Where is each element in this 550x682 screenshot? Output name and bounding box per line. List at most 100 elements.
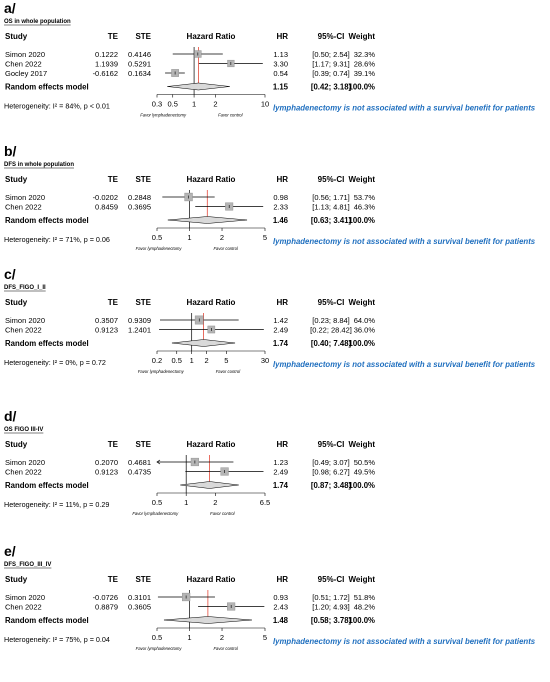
col-header-study: Study <box>5 575 28 584</box>
col-header-hazard-ratio: Hazard Ratio <box>187 298 236 307</box>
x-tick-label: 2 <box>220 633 224 642</box>
favor-right-label: Favor control <box>218 113 244 118</box>
study-ci: [0.98; 6.27] <box>312 468 350 477</box>
pooled-ci: [0.63; 3.41] <box>311 216 352 225</box>
favor-right-label: Favor control <box>214 646 240 651</box>
study-ci: [1.13; 4.81] <box>312 203 350 212</box>
panel-title: DFS_FIGO_III_IV <box>4 562 51 568</box>
study-te: 0.8459 <box>95 203 118 212</box>
pooled-ci: [0.40; 7.48] <box>311 339 352 348</box>
favor-right-label: Favor control <box>216 369 242 374</box>
study-ci-arrow-left <box>156 459 161 465</box>
study-name: Chen 2022 <box>5 326 42 335</box>
col-header-hr: HR <box>276 575 288 584</box>
study-name: Gocley 2017 <box>5 69 47 78</box>
study-ci: [0.39; 0.74] <box>312 69 350 78</box>
study-ste: 0.4146 <box>128 50 151 59</box>
pooled-hr: 1.46 <box>273 216 289 225</box>
study-ci: [0.51; 1.72] <box>312 593 350 602</box>
x-tick-label: 30 <box>261 356 269 365</box>
conclusion-note: lymphadenectomy is not associated with a… <box>273 104 536 113</box>
conclusion-note: lymphadenectomy is not associated with a… <box>273 360 536 369</box>
x-tick-label: 5 <box>263 233 267 242</box>
study-te: 0.3507 <box>95 316 118 325</box>
study-weight: 46.3% <box>354 203 376 212</box>
study-ste: 0.3101 <box>128 593 151 602</box>
x-tick-label: 10 <box>261 100 269 109</box>
col-header-hazard-ratio: Hazard Ratio <box>187 175 236 184</box>
x-tick-label: 0.3 <box>152 100 162 109</box>
study-name: Simon 2020 <box>5 50 45 59</box>
col-header-te: TE <box>108 298 119 307</box>
heterogeneity-text: Heterogeneity: I² = 84%, p < 0.01 <box>4 102 110 111</box>
study-weight: 50.5% <box>354 458 376 467</box>
panel-label: c/ <box>4 266 16 282</box>
pooled-label: Random effects model <box>5 339 89 348</box>
col-header-study: Study <box>5 298 28 307</box>
col-header-hazard-ratio: Hazard Ratio <box>187 32 236 41</box>
col-header-hazard-ratio: Hazard Ratio <box>187 575 236 584</box>
col-header-ste: STE <box>135 175 151 184</box>
x-tick-label: 0.2 <box>152 356 162 365</box>
study-ste: 0.3695 <box>128 203 151 212</box>
study-ste: 0.4735 <box>128 468 151 477</box>
col-header-te: TE <box>108 440 119 449</box>
study-name: Simon 2020 <box>5 593 45 602</box>
col-header-hr: HR <box>276 175 288 184</box>
study-name: Chen 2022 <box>5 203 42 212</box>
x-tick-label: 0.5 <box>152 233 162 242</box>
panel-label: a/ <box>4 0 16 16</box>
pooled-label: Random effects model <box>5 481 89 490</box>
panel-title: DFS in whole population <box>4 162 74 168</box>
study-name: Simon 2020 <box>5 193 45 202</box>
pooled-weight: 100.0% <box>349 216 376 225</box>
conclusion-note: lymphadenectomy is not associated with a… <box>273 237 536 246</box>
col-header-ste: STE <box>135 440 151 449</box>
favor-left-label: Favor lymphadenectomy <box>136 246 183 251</box>
pooled-weight: 100.0% <box>349 616 376 625</box>
study-hr: 1.13 <box>273 50 288 59</box>
study-weight: 51.8% <box>354 593 376 602</box>
study-te: -0.0202 <box>93 193 118 202</box>
heterogeneity-text: Heterogeneity: I² = 75%, p = 0.04 <box>4 635 110 644</box>
study-te: 0.2070 <box>95 458 118 467</box>
study-te: 0.9123 <box>95 326 118 335</box>
study-te: -0.6162 <box>93 69 118 78</box>
study-hr: 2.33 <box>273 203 288 212</box>
pooled-diamond <box>163 616 252 624</box>
favor-left-label: Favor lymphadenectomy <box>140 113 187 118</box>
study-weight: 39.1% <box>354 69 376 78</box>
favor-left-label: Favor lymphadenectomy <box>132 511 179 516</box>
x-tick-label: 6.5 <box>260 498 270 507</box>
panel-label: d/ <box>4 408 17 424</box>
pooled-diamond <box>167 216 248 224</box>
x-tick-label: 0.5 <box>152 498 162 507</box>
study-hr: 2.49 <box>273 326 288 335</box>
col-header-te: TE <box>108 32 119 41</box>
favor-left-label: Favor lymphadenectomy <box>136 646 183 651</box>
panel-label: b/ <box>4 143 17 159</box>
col-header-te: TE <box>108 175 119 184</box>
pooled-label: Random effects model <box>5 83 89 92</box>
study-weight: 48.2% <box>354 603 376 612</box>
x-tick-label: 1 <box>187 233 191 242</box>
panel-label: e/ <box>4 543 16 559</box>
x-tick-label: 1 <box>190 356 194 365</box>
study-ste: 0.9309 <box>128 316 151 325</box>
study-weight: 53.7% <box>354 193 376 202</box>
col-header-hr: HR <box>276 32 288 41</box>
col-header-ci: 95%-CI <box>318 575 345 584</box>
col-header-weight: Weight <box>348 298 375 307</box>
pooled-weight: 100.0% <box>349 481 376 490</box>
heterogeneity-text: Heterogeneity: I² = 11%, p = 0.29 <box>4 500 109 509</box>
col-header-weight: Weight <box>348 440 375 449</box>
pooled-diamond <box>167 82 230 91</box>
study-hr: 1.42 <box>273 316 288 325</box>
x-tick-label: 2 <box>213 100 217 109</box>
study-te: 0.1222 <box>95 50 118 59</box>
pooled-label: Random effects model <box>5 616 89 625</box>
study-te: -0.0726 <box>93 593 118 602</box>
pooled-ci: [0.58; 3.78] <box>311 616 352 625</box>
pooled-weight: 100.0% <box>349 83 376 92</box>
